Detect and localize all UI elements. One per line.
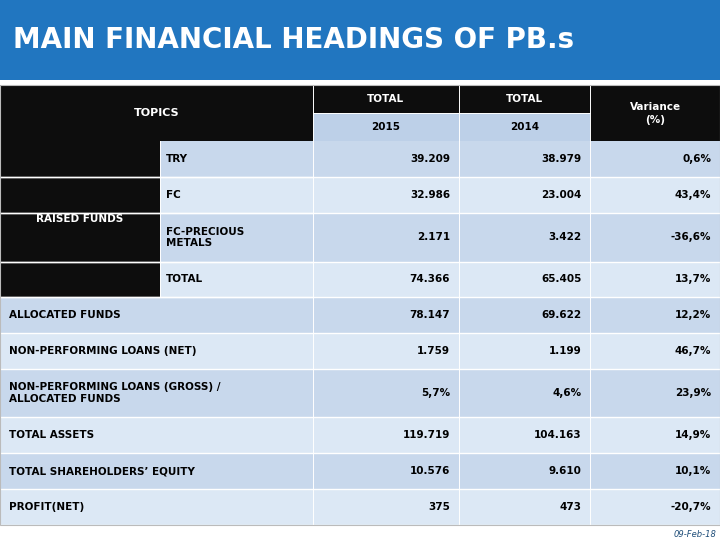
Text: 2015: 2015 (372, 123, 400, 132)
Bar (0, 333, 720, 369)
Text: NON-PERFORMING LOANS (GROSS) /
ALLOCATED FUNDS: NON-PERFORMING LOANS (GROSS) / ALLOCATED… (9, 382, 220, 404)
Text: Variance
(%): Variance (%) (629, 102, 681, 125)
Text: NON-PERFORMING LOANS (NET): NON-PERFORMING LOANS (NET) (9, 346, 196, 356)
Bar (0, 0, 720, 80)
Text: 46,7%: 46,7% (675, 346, 711, 356)
Text: 10.576: 10.576 (410, 466, 450, 476)
Text: FC-PRECIOUS
METALS: FC-PRECIOUS METALS (166, 226, 244, 248)
Text: 2014: 2014 (510, 123, 539, 132)
Bar (313, 85, 459, 113)
Bar (0, 213, 720, 261)
Text: 119.719: 119.719 (402, 430, 450, 440)
Text: TOPICS: TOPICS (134, 109, 179, 118)
Text: 74.366: 74.366 (410, 274, 450, 285)
Text: 39.209: 39.209 (410, 154, 450, 164)
Text: ALLOCATED FUNDS: ALLOCATED FUNDS (9, 310, 120, 320)
Text: 65.405: 65.405 (541, 274, 582, 285)
Bar (0, 453, 720, 489)
Text: 32.986: 32.986 (410, 190, 450, 200)
Text: 375: 375 (428, 502, 450, 512)
Text: 2.171: 2.171 (417, 232, 450, 242)
Text: 5,7%: 5,7% (421, 388, 450, 398)
Bar (0, 85, 720, 525)
Text: 14,9%: 14,9% (675, 430, 711, 440)
Bar (0, 369, 720, 417)
Bar (0, 85, 720, 141)
Text: RAISED FUNDS: RAISED FUNDS (36, 214, 124, 225)
Bar (0, 417, 720, 453)
Text: TOTAL: TOTAL (166, 274, 203, 285)
Bar (0, 489, 720, 525)
Text: 23,9%: 23,9% (675, 388, 711, 398)
Text: 104.163: 104.163 (534, 430, 582, 440)
Bar (459, 85, 590, 113)
Text: 69.622: 69.622 (541, 310, 582, 320)
Text: FC: FC (166, 190, 180, 200)
Text: TOTAL: TOTAL (367, 94, 405, 104)
Bar (459, 113, 590, 141)
Bar (0, 141, 160, 298)
Text: TRY: TRY (166, 154, 188, 164)
Text: 9.610: 9.610 (549, 466, 582, 476)
Bar (0, 141, 720, 177)
Text: 78.147: 78.147 (410, 310, 450, 320)
Text: 0,6%: 0,6% (683, 154, 711, 164)
Text: 43,4%: 43,4% (675, 190, 711, 200)
Text: 473: 473 (559, 502, 582, 512)
Text: 23.004: 23.004 (541, 190, 582, 200)
Text: 38.979: 38.979 (541, 154, 582, 164)
Bar (0, 177, 720, 213)
Text: 12,2%: 12,2% (675, 310, 711, 320)
Text: TOTAL: TOTAL (506, 94, 543, 104)
Text: 09-Feb-18: 09-Feb-18 (673, 530, 716, 539)
Bar (0, 261, 720, 298)
Text: TOTAL SHAREHOLDERS’ EQUITY: TOTAL SHAREHOLDERS’ EQUITY (9, 466, 194, 476)
Text: 10,1%: 10,1% (675, 466, 711, 476)
Text: 4,6%: 4,6% (553, 388, 582, 398)
Text: 3.422: 3.422 (549, 232, 582, 242)
Text: PROFIT(NET): PROFIT(NET) (9, 502, 84, 512)
Text: 13,7%: 13,7% (675, 274, 711, 285)
Text: MAIN FINANCIAL HEADINGS OF PB.s: MAIN FINANCIAL HEADINGS OF PB.s (13, 26, 574, 54)
Text: -20,7%: -20,7% (671, 502, 711, 512)
Text: -36,6%: -36,6% (671, 232, 711, 242)
Bar (0, 298, 720, 333)
Text: 1.759: 1.759 (417, 346, 450, 356)
Bar (313, 113, 459, 141)
Text: TOTAL ASSETS: TOTAL ASSETS (9, 430, 94, 440)
Text: 1.199: 1.199 (549, 346, 582, 356)
Bar (590, 85, 720, 141)
